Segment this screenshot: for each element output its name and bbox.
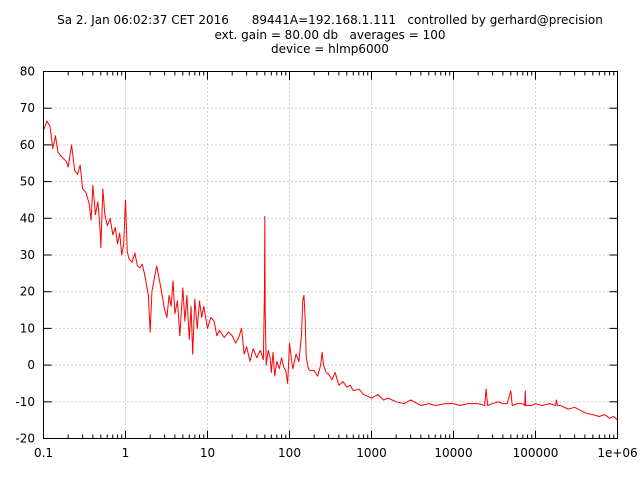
title-line-3: device = hlmp6000 [271, 42, 389, 56]
x-tick-label: 10 [200, 446, 215, 460]
x-tick-label: 0.1 [34, 446, 53, 460]
x-tick-label: 1000 [356, 446, 387, 460]
y-tick-label: 50 [20, 175, 35, 189]
series-line-1 [43, 120, 618, 421]
y-tick-label: 0 [27, 358, 35, 372]
x-tick-label: 1e+06 [597, 446, 637, 460]
x-tick-label: 1 [122, 446, 130, 460]
plot-frame [43, 71, 618, 439]
y-tick-label: 80 [20, 65, 35, 79]
y-tick-label: 40 [20, 211, 35, 225]
y-tick-label: 20 [20, 285, 35, 299]
y-tick-label: 70 [20, 101, 35, 115]
tick-marks [43, 71, 618, 439]
series-group [43, 120, 618, 421]
y-tick-label: 10 [20, 321, 35, 335]
title-line-2: ext. gain = 80.00 db averages = 100 [214, 27, 446, 42]
y-axis-tick-labels: -20 -10 0 10 20 30 40 50 60 70 80 [15, 65, 35, 446]
x-tick-label: 10000 [434, 446, 472, 460]
y-tick-label: -10 [15, 395, 35, 409]
y-tick-label: -20 [15, 432, 35, 446]
x-tick-label: 100 [278, 446, 301, 460]
y-tick-label: 60 [20, 138, 35, 152]
x-tick-label: 100000 [513, 446, 559, 460]
chart-title: Sa 2. Jan 06:02:37 CET 2016 89441A=192.1… [0, 13, 640, 57]
title-line-1: Sa 2. Jan 06:02:37 CET 2016 89441A=192.1… [57, 13, 603, 27]
y-tick-label: 30 [20, 248, 35, 262]
grid-lines [43, 71, 618, 439]
x-axis-tick-labels: 0.1 1 10 100 1000 10000 100000 1e+06 [34, 446, 638, 460]
